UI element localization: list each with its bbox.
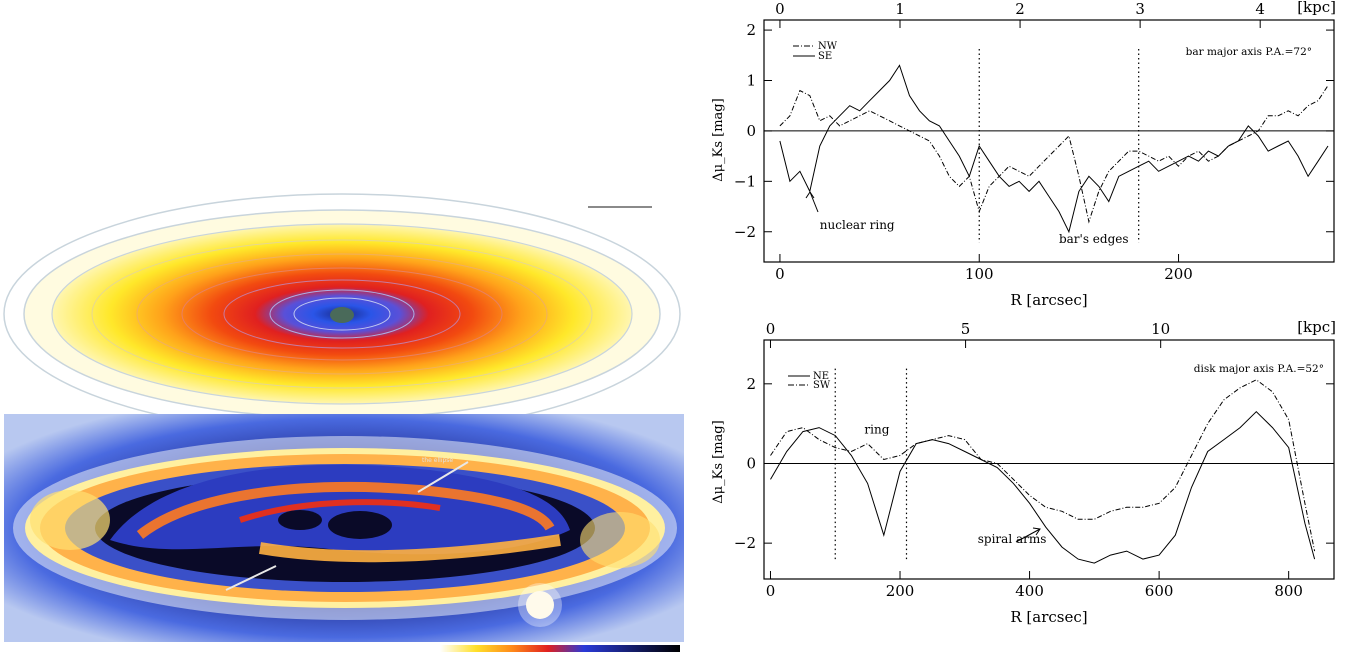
legend-label-sw: SW — [813, 380, 831, 391]
bottom-panel-label-spiral-arms: spiral arms — [978, 532, 1047, 546]
top-panel: 0 100 200 0 1 2 3 4 2 1 0 −1 −2 nuclear ring bar's ed… — [711, 0, 1336, 309]
bottom-panel-top-tick-label: 10 — [1151, 320, 1170, 338]
top-panel-top-tick-label: 4 — [1255, 0, 1265, 18]
bottom-panel-top-tick-label: 0 — [766, 320, 776, 338]
legend-label-se: SE — [818, 51, 832, 62]
top-panel-series-se — [779, 64, 1329, 234]
top-panel-top-tick-label: 2 — [1015, 0, 1025, 18]
nuclear-ring-arrowhead — [805, 191, 815, 199]
bottom-panel-xtick-label: 0 — [766, 582, 776, 600]
top-panel-label-bar-s-edges: bar's edges — [1059, 232, 1129, 246]
top-panel-legend: NW SE — [793, 41, 838, 62]
colorbar — [440, 645, 680, 652]
bottom-panel-kpc-label: [kpc] — [1297, 318, 1336, 336]
bottom-panel: 0 200 400 600 800 0 5 10 2 0 −2 ring spiral arms di… — [711, 318, 1336, 626]
model-image — [3, 190, 684, 435]
top-panel-ylabel: Δμ_Ks [mag] — [711, 98, 726, 181]
bottom-panel-ytick-label: 2 — [746, 375, 756, 393]
top-panel-top-tick-label: 1 — [895, 0, 905, 18]
top-panel-xlabel: R [arcsec] — [1010, 291, 1087, 309]
bottom-panel-annotation: disk major axis P.A.=52° — [1194, 363, 1324, 375]
residual-image: the ellipse — [4, 414, 684, 642]
bottom-panel-xtick-label: 400 — [1015, 582, 1044, 600]
top-panel-xtick-label: 0 — [775, 265, 785, 283]
top-panel-top-tick-label: 0 — [775, 0, 785, 18]
top-panel-ytick-label: 0 — [746, 122, 756, 140]
bottom-panel-series-sw — [770, 379, 1316, 552]
bottom-panel-top-tick-label: 5 — [961, 320, 971, 338]
top-panel-ytick-label: 1 — [746, 72, 756, 90]
bottom-panel-ytick-label: 0 — [746, 454, 756, 472]
bottom-panel-label-ring: ring — [864, 423, 889, 437]
spiral-arms-arrowhead — [1032, 527, 1041, 536]
bottom-panel-xlabel: R [arcsec] — [1010, 608, 1087, 626]
legend-label-ne: NE — [813, 371, 829, 382]
bottom-panel-frame — [763, 339, 1335, 580]
top-panel-xtick-label: 200 — [1164, 265, 1193, 283]
top-panel-ytick-label: 2 — [746, 21, 756, 39]
top-panel-frame — [763, 19, 1335, 263]
bottom-panel-legend: NE SW — [788, 371, 831, 391]
bottom-panel-xtick-label: 800 — [1274, 582, 1303, 600]
top-panel-ytick-label: −2 — [734, 223, 756, 241]
top-panel-label-nuclear-ring: nuclear ring — [820, 218, 895, 232]
bottom-panel-ytick-label: −2 — [734, 534, 756, 552]
top-panel-xtick-label: 100 — [965, 265, 994, 283]
top-panel-top-tick-label: 3 — [1135, 0, 1145, 18]
bottom-panel-series-ne — [770, 410, 1316, 564]
bottom-panel-ylabel: Δμ_Ks [mag] — [711, 420, 726, 503]
top-panel-series-nw — [779, 85, 1329, 224]
bottom-panel-xtick-label: 600 — [1145, 582, 1174, 600]
nuclear-ring-arrow — [809, 191, 819, 213]
bottom-panel-xtick-label: 200 — [886, 582, 915, 600]
spiral-arms-arrow — [1015, 528, 1041, 543]
legend-label-nw: NW — [818, 41, 838, 52]
top-panel-kpc-label: [kpc] — [1297, 0, 1336, 16]
top-panel-annotation: bar major axis P.A.=72° — [1186, 46, 1312, 58]
residual-label: the ellipse — [422, 457, 453, 464]
top-panel-ytick-label: −1 — [734, 172, 756, 190]
